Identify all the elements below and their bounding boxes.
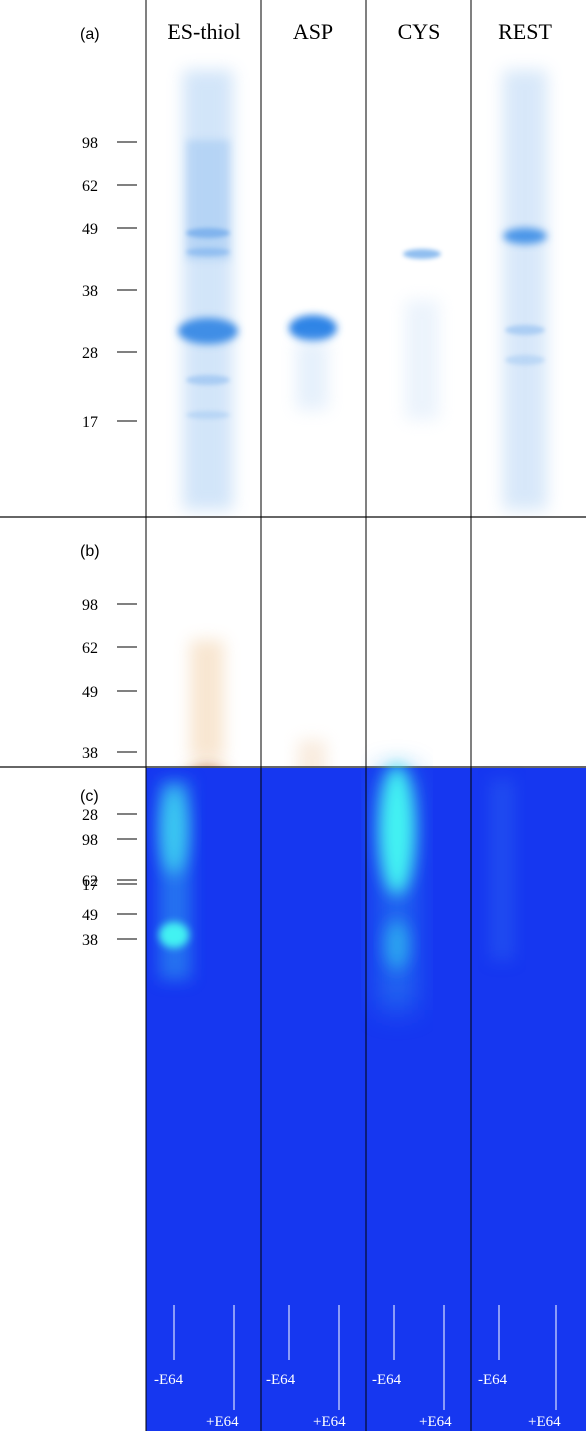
panel-a-band [289,315,337,341]
panel-b-label: (b) [80,543,100,560]
sublane-label-minus-e64: -E64 [154,1372,184,1388]
panel-c-lane-rest [490,780,514,960]
panel-a-markers: 98 62 49 38 28 17 [82,135,137,431]
panel-a-lane-asp [289,315,337,410]
panel-c-label: (c) [80,788,99,805]
lane-header-rest: REST [498,19,552,44]
panel-a-lane-cys [403,249,441,420]
mw-marker-label: 38 [82,745,98,762]
sublane-label-plus-e64: +E64 [419,1414,452,1430]
zymogram-clearing [379,765,415,895]
panel-a: (a) ES-thiol ASP CYS REST 98 62 49 38 28… [0,0,586,517]
sublane-label-plus-e64: +E64 [528,1414,561,1430]
panel-c: (c) 98 62 49 38 -E64 +E64 -E64 +E64 -E64… [80,765,586,1431]
zymogram-clearing [160,785,188,875]
lane-header-es-thiol: ES-thiol [167,19,240,44]
mw-marker-label: 98 [82,597,98,614]
zymogram-clearing [159,922,189,948]
mw-marker-label: 17 [82,414,98,431]
lane-header-cys: CYS [398,19,441,44]
mw-marker-label: 38 [82,283,98,300]
mw-marker-label: 49 [82,221,98,238]
mw-marker-label: 98 [82,135,98,152]
panel-b-background [0,518,586,767]
sublane-label-minus-e64: -E64 [266,1372,296,1388]
mw-marker-label: 62 [82,873,98,890]
sublane-label-minus-e64: -E64 [372,1372,402,1388]
sublane-label-plus-e64: +E64 [206,1414,239,1430]
panel-a-band [503,228,547,244]
mw-marker-label: 28 [82,807,98,824]
sublane-label-minus-e64: -E64 [478,1372,508,1388]
mw-marker-label: 49 [82,907,98,924]
panel-c-sublane-labels: -E64 +E64 -E64 +E64 -E64 +E64 -E64 +E64 [154,1305,561,1430]
panel-a-lane-rest [503,70,547,510]
mw-marker-label: 49 [82,684,98,701]
mw-marker-label: 38 [82,932,98,949]
mw-marker-label: 62 [82,640,98,657]
lane-header-asp: ASP [293,19,333,44]
mw-marker-label: 17 [82,877,98,894]
panel-a-band [178,318,238,344]
panel-a-band [403,249,441,259]
mw-marker-label: 28 [82,345,98,362]
mw-marker-label: 98 [82,832,98,849]
panel-a-lane-es-thiol [178,70,238,510]
mw-marker-label: 62 [82,178,98,195]
panel-c-markers: 98 62 49 38 [82,832,137,949]
panel-a-label: (a) [80,26,100,43]
panel-b-markers: 98 62 49 38 28 17 [82,597,137,894]
panel-c-lane-es-thiol [159,780,191,980]
panel-a-background [0,0,586,517]
panel-c-lane-cys [379,765,415,1010]
sublane-label-plus-e64: +E64 [313,1414,346,1430]
lane-separators [145,0,472,1431]
